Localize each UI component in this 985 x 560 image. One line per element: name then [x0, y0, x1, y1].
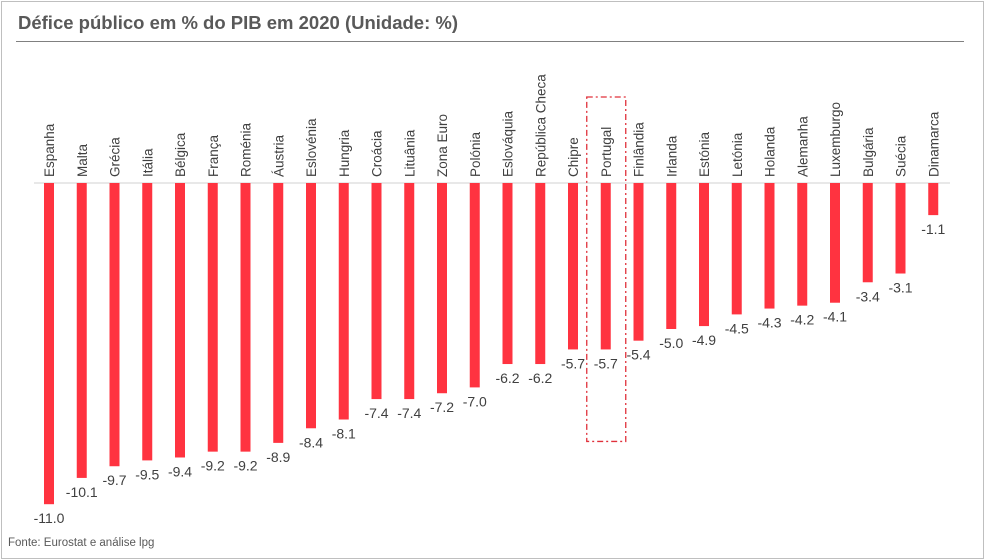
value-label-6: -9.2	[201, 458, 225, 474]
category-label-2: Malta	[75, 143, 90, 177]
bar-22	[731, 183, 742, 315]
category-label-6: França	[206, 134, 221, 177]
bar-14	[469, 183, 480, 388]
bar-2	[76, 183, 87, 478]
bar-10	[338, 183, 349, 420]
value-label-12: -7.4	[397, 405, 421, 421]
chart-title: Défice público em % do PIB em 2020 (Unid…	[18, 12, 458, 33]
bar-7	[240, 183, 251, 452]
category-label-23: Holanda	[763, 126, 778, 177]
value-label-19: -5.4	[626, 347, 650, 363]
category-label-25: Luxemburgo	[828, 102, 843, 177]
highlight-box	[586, 96, 627, 443]
value-label-20: -5.0	[659, 335, 683, 351]
category-label-11: Croácia	[370, 130, 385, 177]
bar-12	[404, 183, 415, 400]
value-label-1: -11.0	[34, 510, 65, 526]
bar-23	[764, 183, 775, 309]
category-label-3: Grécia	[108, 137, 123, 177]
category-label-18: Portugal	[599, 127, 614, 177]
value-label-27: -3.1	[888, 280, 912, 296]
bar-28	[928, 183, 939, 216]
bar-3	[109, 183, 120, 467]
value-label-5: -9.4	[168, 463, 192, 479]
value-label-16: -6.2	[528, 370, 552, 386]
bar-1	[44, 183, 54, 505]
value-label-22: -4.5	[725, 320, 749, 336]
category-label-21: Estónia	[697, 131, 712, 177]
category-label-19: Finlândia	[632, 122, 647, 177]
category-label-22: Letónia	[730, 132, 745, 177]
source-note: Fonte: Eurostat e análise lpg	[8, 537, 155, 549]
value-label-26: -3.4	[856, 288, 880, 304]
category-label-5: Bélgica	[173, 132, 188, 177]
bar-6	[207, 183, 218, 452]
value-label-13: -7.2	[430, 399, 454, 415]
category-label-27: Suécia	[894, 135, 909, 177]
value-label-25: -4.1	[823, 309, 847, 325]
category-label-17: Chipre	[566, 137, 581, 177]
value-label-18: -5.7	[594, 355, 618, 371]
category-label-4: Itália	[140, 148, 155, 177]
value-label-21: -4.9	[692, 332, 716, 348]
value-label-10: -8.1	[332, 426, 356, 442]
bar-11	[371, 183, 382, 400]
value-label-11: -7.4	[364, 405, 388, 421]
bar-26	[862, 183, 873, 283]
bar-4	[142, 183, 153, 461]
category-label-24: Alemanha	[795, 116, 810, 177]
value-label-15: -6.2	[495, 370, 519, 386]
bar-27	[895, 183, 906, 274]
bar-13	[437, 183, 447, 394]
category-label-9: Eslovénia	[304, 118, 319, 177]
value-label-9: -8.4	[299, 434, 323, 450]
category-label-20: Irlanda	[664, 135, 679, 177]
bar-20	[666, 183, 677, 329]
bar-9	[306, 183, 316, 429]
bar-5	[175, 183, 185, 458]
bar-19	[633, 183, 644, 341]
bar-16	[535, 183, 546, 365]
bar-15	[502, 183, 513, 365]
value-label-4: -9.5	[135, 466, 159, 482]
category-label-13: Zona Euro	[435, 114, 450, 177]
value-label-24: -4.2	[790, 312, 814, 328]
value-label-3: -9.7	[102, 472, 126, 488]
category-label-1: Espanha	[42, 123, 57, 177]
title-divider	[16, 41, 964, 42]
bar-25	[830, 183, 840, 303]
category-label-26: Bulgária	[861, 127, 876, 177]
category-label-28: Dinamarca	[926, 111, 941, 177]
category-label-12: Lituânia	[402, 129, 417, 177]
value-label-23: -4.3	[757, 315, 781, 331]
bar-21	[699, 183, 709, 327]
category-label-8: Áustria	[271, 134, 286, 177]
bar-24	[797, 183, 808, 306]
category-label-16: República Checa	[533, 74, 548, 177]
bar-18	[600, 183, 611, 350]
value-label-7: -9.2	[233, 458, 257, 474]
category-label-7: Roménia	[239, 122, 254, 177]
value-label-28: -1.1	[921, 221, 945, 237]
category-label-10: Hungria	[337, 129, 352, 177]
value-label-2: -10.1	[66, 484, 98, 500]
value-label-17: -5.7	[561, 355, 585, 371]
bar-17	[568, 183, 578, 350]
category-label-15: Eslováquia	[501, 110, 516, 177]
value-label-8: -8.9	[266, 449, 290, 465]
bar-8	[273, 183, 284, 443]
value-label-14: -7.0	[463, 393, 487, 409]
category-label-14: Polónia	[468, 131, 483, 177]
